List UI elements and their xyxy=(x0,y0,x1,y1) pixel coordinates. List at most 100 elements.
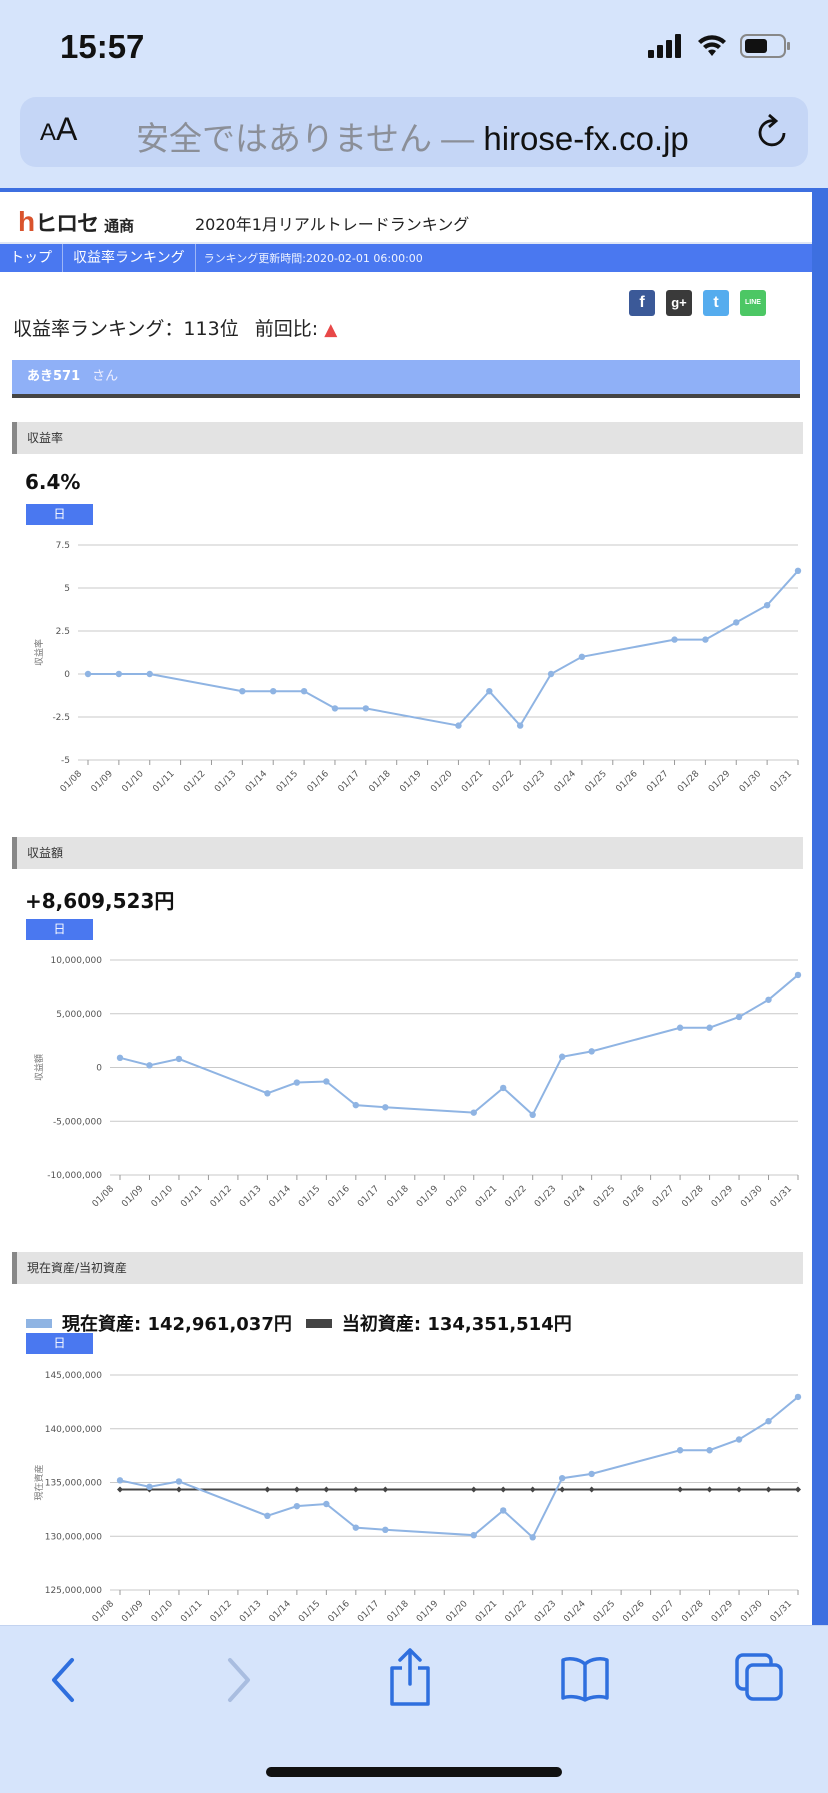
data-point xyxy=(84,670,92,678)
data-point xyxy=(486,688,493,695)
signal-icon xyxy=(648,34,681,58)
x-tick-label: 01/21 xyxy=(460,769,485,792)
y-tick-label: -10,000,000 xyxy=(47,1171,102,1181)
bookmarks-icon[interactable] xyxy=(560,1656,610,1702)
data-point xyxy=(529,1111,536,1118)
data-point xyxy=(175,1478,183,1485)
data-point xyxy=(470,1486,477,1493)
x-tick-label: 01/30 xyxy=(738,769,764,792)
google-plus-icon[interactable]: g+ xyxy=(666,290,692,316)
legend-current-swatch xyxy=(26,1318,52,1328)
nav-ranking-link[interactable]: 収益率ランキング xyxy=(63,244,196,272)
line-icon[interactable]: LINE xyxy=(740,290,766,316)
data-point xyxy=(146,1062,153,1069)
share-icon[interactable] xyxy=(386,1646,434,1708)
data-point xyxy=(735,1436,743,1443)
reader-settings-button[interactable]: AA xyxy=(40,111,78,147)
forward-icon[interactable] xyxy=(218,1654,258,1706)
data-point xyxy=(264,1486,271,1493)
x-tick-label: 01/12 xyxy=(209,1184,234,1207)
data-point xyxy=(455,722,462,729)
data-point xyxy=(117,1486,123,1493)
data-point xyxy=(293,1486,300,1493)
x-tick-label: 01/11 xyxy=(179,1599,204,1624)
nav-bar: トップ 収益率ランキング ランキング更新時間:2020-02-01 06:00:… xyxy=(0,244,812,272)
data-point xyxy=(264,1090,271,1097)
data-point xyxy=(516,722,524,729)
x-tick-label: 01/21 xyxy=(474,1599,499,1624)
x-tick-label: 01/27 xyxy=(651,1184,676,1207)
x-tick-label: 01/16 xyxy=(327,1184,353,1207)
data-point xyxy=(794,1393,802,1401)
legend-initial-swatch xyxy=(305,1318,332,1328)
page-scrollbar[interactable] xyxy=(812,188,828,1625)
rank-text: 収益率ランキング：113位 xyxy=(13,318,239,340)
x-tick-label: 01/27 xyxy=(651,1599,676,1624)
rate-day-button[interactable]: 日 xyxy=(26,504,93,525)
site-logo[interactable]: h ヒロセ 通商 xyxy=(18,206,134,238)
x-tick-label: 01/14 xyxy=(268,1599,294,1625)
battery-icon xyxy=(740,34,790,58)
amount-value: +8,609,523円 xyxy=(25,889,175,913)
x-tick-label: 01/16 xyxy=(327,1599,353,1625)
x-tick-label: 01/17 xyxy=(356,1184,381,1207)
data-point xyxy=(529,1534,536,1541)
data-point xyxy=(676,1447,684,1454)
x-tick-label: 01/13 xyxy=(238,1599,263,1624)
y-tick-label: 10,000,000 xyxy=(50,956,102,966)
data-point xyxy=(735,1013,743,1021)
y-tick-label: 135,000,000 xyxy=(45,1479,103,1489)
user-name: あき571 xyxy=(27,369,81,384)
x-tick-label: 01/13 xyxy=(213,769,238,792)
rate-value: 6.4% xyxy=(25,470,81,494)
x-tick-label: 01/20 xyxy=(444,1184,470,1207)
series-line xyxy=(119,974,799,1117)
x-tick-label: 01/23 xyxy=(522,769,547,792)
tabs-icon[interactable] xyxy=(734,1652,786,1704)
up-arrow-icon: ▲ xyxy=(324,320,338,340)
x-tick-label: 01/26 xyxy=(621,1599,647,1625)
assets-day-button[interactable]: 日 xyxy=(26,1333,93,1354)
data-point xyxy=(362,705,370,712)
y-tick-label: 2.5 xyxy=(56,627,70,637)
data-point xyxy=(264,1512,271,1520)
x-tick-label: 01/19 xyxy=(415,1599,441,1625)
x-tick-label: 01/28 xyxy=(680,1599,706,1625)
x-tick-label: 01/12 xyxy=(182,769,207,792)
data-point xyxy=(733,619,740,626)
browser-toolbar xyxy=(0,1625,828,1793)
x-tick-label: 01/29 xyxy=(707,769,733,792)
address-bar[interactable]: AA 安全ではありません — hirose-fx.co.jp xyxy=(20,97,808,167)
x-tick-label: 01/08 xyxy=(91,1599,117,1625)
x-tick-label: 01/31 xyxy=(769,1599,794,1624)
data-point xyxy=(175,1486,182,1493)
data-point xyxy=(795,1486,801,1493)
data-point xyxy=(736,1486,743,1493)
x-tick-label: 01/28 xyxy=(676,769,702,792)
x-tick-label: 01/25 xyxy=(583,769,608,792)
back-icon[interactable] xyxy=(44,1654,84,1706)
x-tick-label: 01/15 xyxy=(297,1184,322,1207)
y-tick-label: -2.5 xyxy=(52,713,70,723)
user-bar: あき571 さん xyxy=(12,360,800,398)
x-tick-label: 01/31 xyxy=(769,769,794,792)
section-rate-header: 収益率 xyxy=(12,422,803,454)
x-tick-label: 01/22 xyxy=(491,769,516,792)
x-tick-label: 01/14 xyxy=(268,1184,294,1207)
data-point xyxy=(706,1486,713,1493)
twitter-icon[interactable]: t xyxy=(703,290,729,316)
assets-chart: 145,000,000 140,000,000 135,000,000 130,000… xyxy=(33,1371,802,1625)
nav-top-link[interactable]: トップ xyxy=(0,244,63,272)
amount-day-button[interactable]: 日 xyxy=(26,919,93,940)
y-tick-label: 0 xyxy=(64,670,70,680)
url-text[interactable]: 安全ではありません — hirose-fx.co.jp xyxy=(136,120,689,157)
amount-chart: 10,000,000 5,000,000 0 -5,000,000 -10,000,00… xyxy=(33,956,802,1207)
data-point xyxy=(677,1486,684,1493)
x-tick-label: 01/18 xyxy=(385,1599,411,1625)
data-point xyxy=(352,1524,360,1531)
reload-icon[interactable] xyxy=(754,113,790,151)
x-tick-label: 01/17 xyxy=(356,1599,381,1624)
facebook-icon[interactable]: f xyxy=(629,290,655,316)
x-tick-label: 01/09 xyxy=(120,1599,146,1625)
y-tick-label: 140,000,000 xyxy=(45,1425,103,1435)
